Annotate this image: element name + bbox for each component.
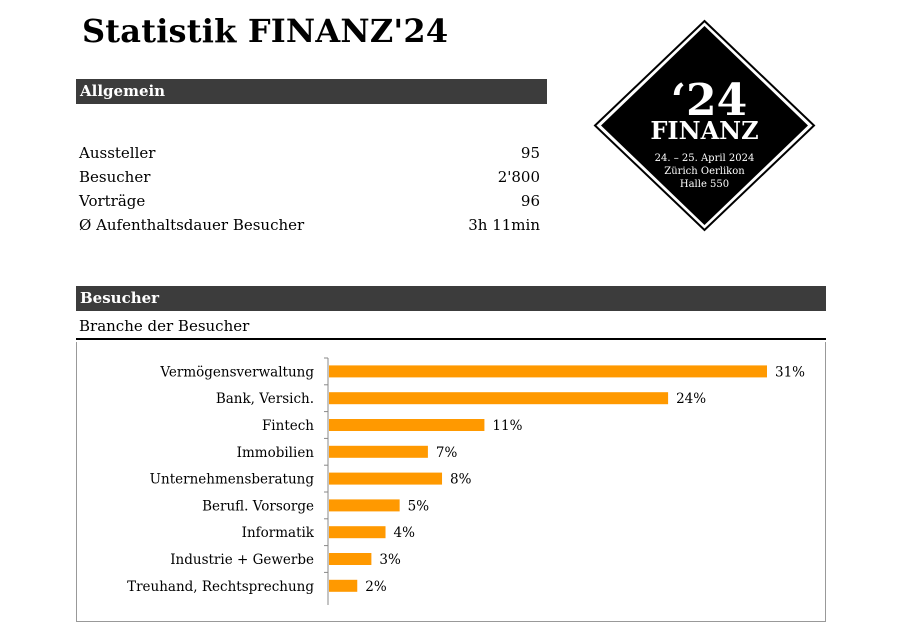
category-label: Industrie + Gewerbe (170, 552, 314, 568)
category-label: Unternehmensberatung (150, 472, 315, 488)
data-label: 31% (775, 364, 805, 380)
stat-row-vortraege: Vorträge 96 (79, 189, 540, 213)
data-label: 11% (492, 418, 522, 434)
bar (329, 419, 485, 431)
stat-label: Aussteller (79, 144, 156, 162)
logo-date: 24. – 25. April 2024 (655, 153, 755, 164)
chart-frame: Vermögensverwaltung 31% Bank, Versich. 24% F… (76, 342, 826, 622)
finanz-logo: ‘24 FINANZ 24. – 25. April 2024 Zürich O… (593, 19, 816, 232)
bar (329, 365, 767, 378)
bar (329, 392, 669, 405)
branche-bar-chart: Vermögensverwaltung 31% Bank, Versich. 24% F… (127, 357, 805, 605)
bar (329, 579, 358, 592)
logo-hall: Halle 550 (680, 179, 729, 190)
bar (329, 526, 386, 539)
category-label: Berufl. Vorsorge (202, 498, 314, 514)
data-label: 4% (394, 525, 416, 541)
stat-value: 96 (520, 192, 540, 210)
category-label: Fintech (262, 418, 314, 434)
divider (76, 338, 826, 340)
data-label: 5% (408, 498, 430, 514)
stat-label: Besucher (79, 168, 151, 186)
logo-name: FINANZ (650, 116, 758, 145)
stat-label: Vorträge (79, 192, 146, 210)
bar (329, 553, 372, 565)
logo-place: Zürich Oerlikon (664, 166, 745, 177)
data-label: 7% (436, 445, 458, 461)
category-label: Bank, Versich. (216, 391, 314, 407)
stat-value: 2'800 (497, 168, 540, 186)
data-label: 24% (676, 391, 706, 407)
bar (329, 472, 443, 485)
stat-row-aufenthaltsdauer: Ø Aufenthaltsdauer Besucher 3h 11min (79, 213, 540, 237)
stat-row-besucher: Besucher 2'800 (79, 165, 540, 189)
stats-table: Aussteller 95 Besucher 2'800 Vorträge 96… (79, 141, 540, 237)
category-label: Vermögensverwaltung (159, 364, 314, 380)
logo-year: ‘24 (671, 75, 748, 126)
category-label: Informatik (242, 525, 315, 541)
stat-value: 95 (520, 144, 540, 162)
stat-value: 3h 11min (468, 216, 540, 234)
category-label: Immobilien (237, 445, 315, 461)
section-header-besucher: Besucher (76, 286, 826, 311)
chart-subtitle: Branche der Besucher (79, 317, 250, 335)
category-label: Treuhand, Rechtsprechung (127, 579, 314, 595)
bar (329, 445, 428, 458)
bar (329, 499, 400, 512)
section-header-allgemein: Allgemein (76, 79, 547, 104)
stat-label: Ø Aufenthaltsdauer Besucher (79, 216, 305, 234)
data-label: 2% (365, 579, 387, 595)
data-label: 3% (379, 552, 401, 568)
data-label: 8% (450, 472, 472, 488)
stat-row-aussteller: Aussteller 95 (79, 141, 540, 165)
page-title: Statistik FINANZ'24 (82, 12, 449, 50)
